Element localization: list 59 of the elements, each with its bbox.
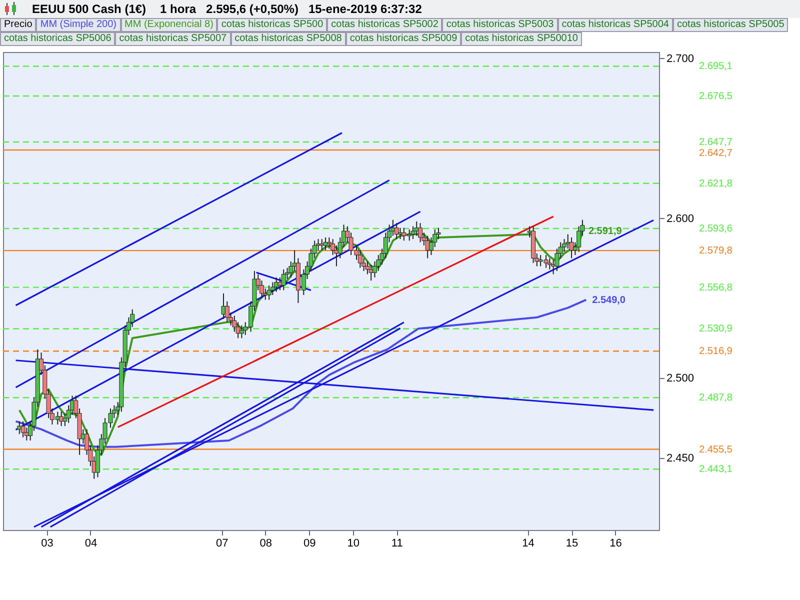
candlestick: [358, 250, 362, 268]
ref-line-label: 2.642,7: [699, 148, 733, 160]
line-series: [14, 298, 588, 448]
text: cotas historicas SP5005: [672, 18, 788, 32]
candlestick: [323, 236, 328, 251]
text: Precio: [0, 18, 36, 32]
text: cotas historicas SP5004: [558, 18, 673, 32]
text: cotas historicas SP5009: [346, 32, 462, 46]
candlestick: [547, 258, 552, 270]
text: cotas historicas SP5007: [115, 32, 231, 46]
candlestick: [281, 268, 286, 291]
x-tick-label: 15: [566, 538, 578, 550]
ref-line-label: 2.647,7: [699, 137, 733, 148]
y-tick-label: 2.500: [666, 372, 694, 385]
x-tick-label: 10: [347, 538, 360, 550]
text: cotas historicas SP5006: [0, 32, 116, 46]
y-tick-label: 2.450: [666, 452, 694, 465]
x-tick-label: 14: [522, 538, 534, 550]
x-tick-label: 04: [84, 538, 98, 550]
y-tick-label: 2.600: [666, 212, 694, 225]
text: cotas historicas SP5002: [327, 18, 442, 32]
x-tick-label: 09: [304, 538, 316, 550]
text: cotas historicas SP5003: [442, 18, 558, 32]
ref-line-label: 2.676,5: [699, 90, 733, 102]
x-tick-label: 08: [260, 538, 272, 550]
candlestick: [274, 276, 279, 292]
chart-subtitle: 1 hora 2.595,6 (+0,50%) 15-ene-2019 6:37:32: [160, 2, 422, 16]
ref-line-label: 2.621,8: [699, 178, 733, 190]
candlestick: [266, 284, 272, 300]
candlestick: [418, 222, 423, 243]
ref-line-label: 2.556,8: [699, 282, 733, 294]
candlestick: [320, 238, 324, 251]
ref-line-label: 2.443,1: [699, 464, 733, 476]
ref-line-label: 2.579,8: [699, 246, 733, 257]
candlestick: [239, 324, 244, 339]
text: MM (Exponencial 8): [120, 18, 218, 32]
y-tick-label: 2.700: [666, 52, 694, 65]
x-tick-label: 11: [391, 538, 403, 550]
candlestick: [410, 226, 416, 240]
candlestick: [59, 411, 64, 427]
candlestick: [20, 420, 26, 438]
ref-line-label: 2.516,9: [699, 346, 733, 358]
ref-line-label: 2.455,5: [699, 444, 733, 456]
text: cotas historicas SP5008: [230, 32, 346, 46]
x-tick-label: 16: [610, 538, 622, 550]
ref-line-label: 2.530,9: [699, 324, 733, 335]
candlestick: [569, 236, 574, 259]
candlestick: [394, 222, 399, 240]
x-tick-label: 03: [41, 538, 54, 550]
data-label: 2.591,9: [588, 226, 622, 238]
ref-line-label: 2.695,1: [699, 61, 733, 72]
text: cotas historicas SP50010: [461, 32, 582, 46]
x-tick-label: 07: [216, 538, 228, 550]
ref-line-label: 2.593,6: [699, 223, 733, 234]
text: cotas historicas SP500: [217, 18, 328, 32]
text: MM (Simple 200): [36, 18, 120, 32]
data-label: 2.549,0: [592, 294, 626, 306]
ref-line-label: 2.487,8: [699, 392, 733, 404]
chart-title: EEUU 500 Cash (1€): [32, 2, 146, 16]
